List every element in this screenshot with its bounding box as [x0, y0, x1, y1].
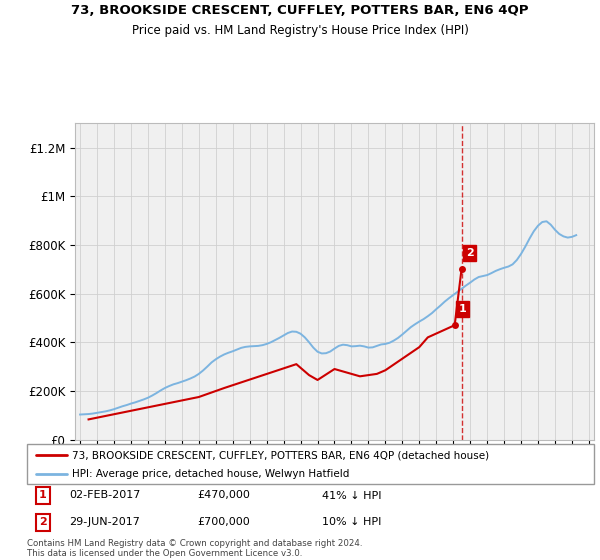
Text: 10% ↓ HPI: 10% ↓ HPI — [322, 517, 381, 527]
Text: 73, BROOKSIDE CRESCENT, CUFFLEY, POTTERS BAR, EN6 4QP (detached house): 73, BROOKSIDE CRESCENT, CUFFLEY, POTTERS… — [73, 450, 490, 460]
Text: £700,000: £700,000 — [197, 517, 250, 527]
Text: 2: 2 — [466, 248, 473, 258]
Text: Contains HM Land Registry data © Crown copyright and database right 2024.
This d: Contains HM Land Registry data © Crown c… — [27, 539, 362, 558]
Text: 2: 2 — [39, 517, 47, 527]
Text: 73, BROOKSIDE CRESCENT, CUFFLEY, POTTERS BAR, EN6 4QP: 73, BROOKSIDE CRESCENT, CUFFLEY, POTTERS… — [71, 4, 529, 17]
Text: £470,000: £470,000 — [197, 491, 250, 501]
Text: 41% ↓ HPI: 41% ↓ HPI — [322, 491, 382, 501]
Text: 1: 1 — [459, 304, 467, 314]
Text: Price paid vs. HM Land Registry's House Price Index (HPI): Price paid vs. HM Land Registry's House … — [131, 24, 469, 36]
Text: 29-JUN-2017: 29-JUN-2017 — [70, 517, 140, 527]
Text: 02-FEB-2017: 02-FEB-2017 — [70, 491, 141, 501]
Text: HPI: Average price, detached house, Welwyn Hatfield: HPI: Average price, detached house, Welw… — [73, 469, 350, 479]
Text: 1: 1 — [39, 491, 47, 501]
